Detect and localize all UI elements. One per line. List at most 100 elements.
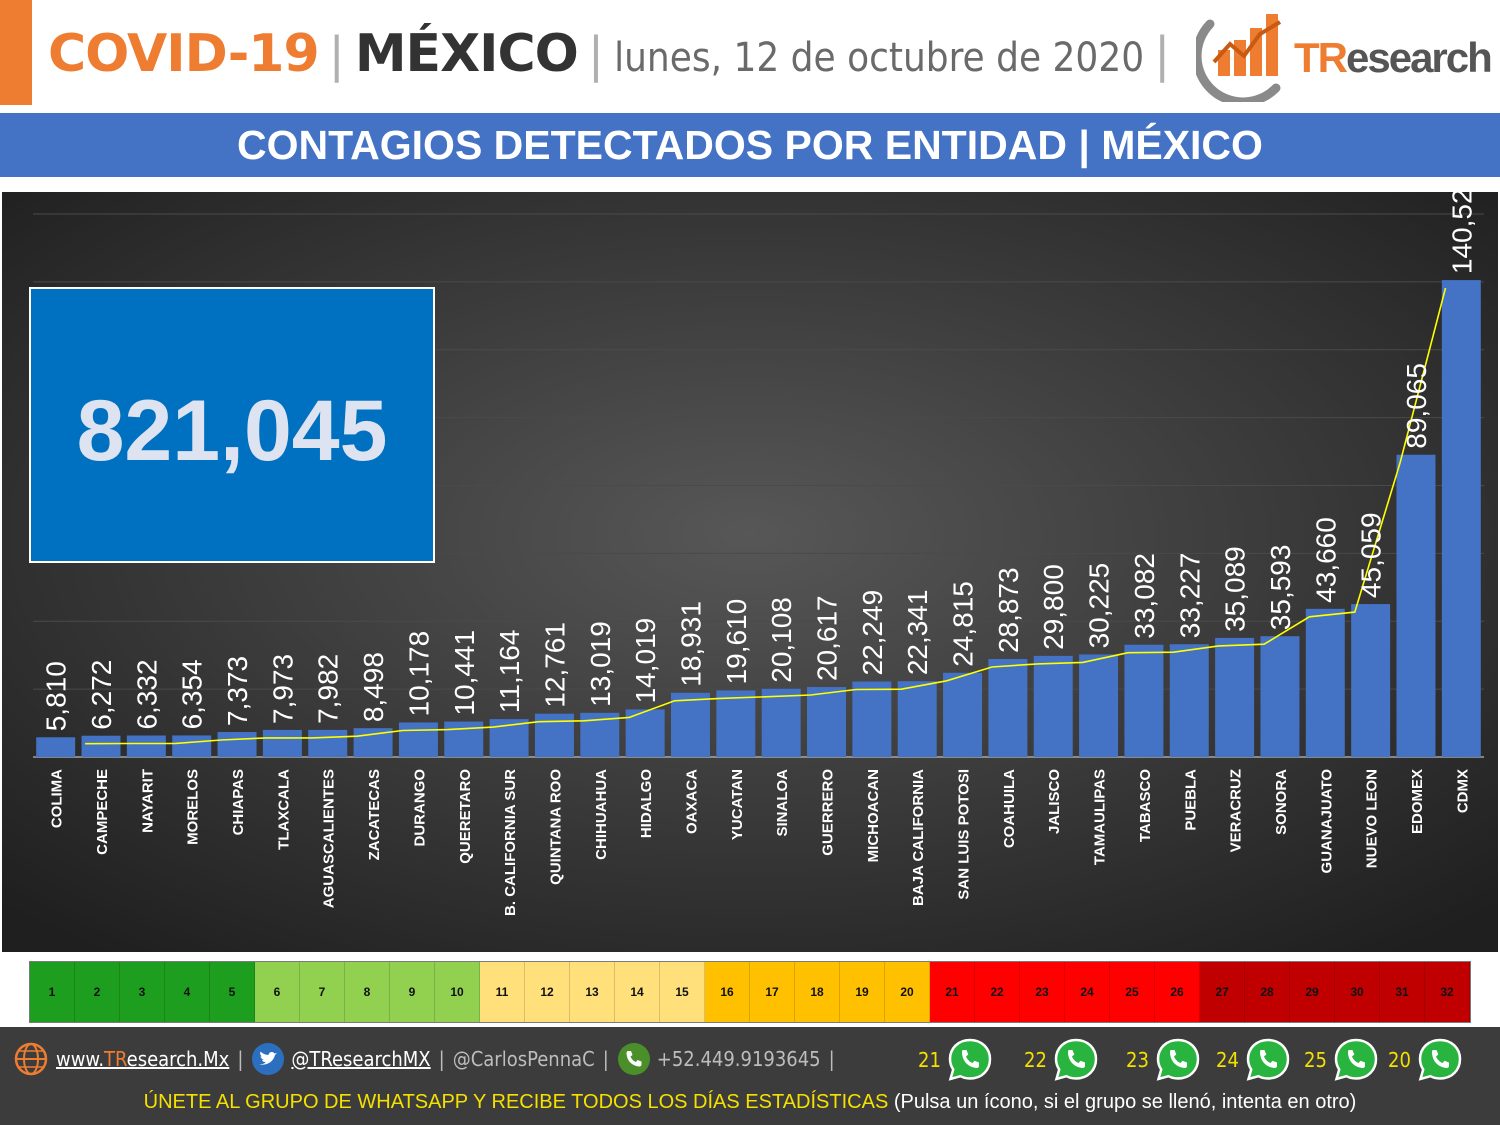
footer-separator: | <box>602 1047 609 1071</box>
footer-separator: | <box>438 1047 445 1071</box>
header: COVID-19 | MÉXICO | lunes, 12 de octubre de … <box>0 0 1500 105</box>
category-label: DURANGO <box>411 769 428 847</box>
section-title-band: CONTAGIOS DETECTADOS POR ENTIDAD | MÉXIC… <box>0 113 1500 177</box>
category-label: B. CALIFORNIA SUR <box>502 769 519 916</box>
cta-main-text: ÚNETE AL GRUPO DE WHATSAPP Y RECIBE TODO… <box>143 1091 889 1113</box>
category-label: TAMAULIPAS <box>1092 769 1109 865</box>
category-label: NAYARIT <box>139 769 156 833</box>
bar-puebla <box>1169 644 1209 757</box>
scale-cell: 24 <box>1065 962 1110 1022</box>
tresearch-logo[interactable]: TResearch <box>1196 4 1496 102</box>
scale-cell: 7 <box>300 962 345 1022</box>
scale-cell: 10 <box>435 962 480 1022</box>
scale-cell: 3 <box>120 962 165 1022</box>
bar-sinaloa <box>761 688 801 757</box>
value-label: 22,341 <box>902 590 933 676</box>
website-link[interactable]: www.TResearch.Mx <box>56 1047 229 1071</box>
category-label: EDOMEX <box>1409 769 1426 834</box>
bar-hidalgo <box>625 709 665 757</box>
whatsapp-group-link[interactable]: 24 <box>1216 1037 1293 1083</box>
scale-cell: 30 <box>1335 962 1380 1022</box>
value-label: 35,593 <box>1265 545 1296 631</box>
logo-text-rest: esearch <box>1346 34 1493 81</box>
whatsapp-group-link[interactable]: 25 <box>1304 1037 1381 1083</box>
whatsapp-group-link[interactable]: 22 <box>1024 1037 1101 1083</box>
title-covid: COVID-19 <box>48 24 320 84</box>
bar-guanajuato <box>1305 608 1345 757</box>
scale-cell: 21 <box>930 962 975 1022</box>
footer-contacts: www.TResearch.Mx | @TResearchMX | @Carlo… <box>14 1041 843 1077</box>
bar-edomex <box>1396 454 1436 757</box>
bar-veracruz <box>1215 637 1255 757</box>
bar-oaxaca <box>670 692 710 757</box>
category-label: TABASCO <box>1137 769 1154 842</box>
bar-durango <box>398 722 438 757</box>
whatsapp-group-link[interactable]: 20 <box>1388 1037 1465 1083</box>
scale-cell: 12 <box>525 962 570 1022</box>
category-label: OAXACA <box>683 769 700 834</box>
bar-tlaxcala <box>262 729 302 757</box>
scale-cell: 19 <box>840 962 885 1022</box>
value-label: 140,525 <box>1446 192 1477 274</box>
category-label: PUEBLA <box>1182 769 1199 831</box>
value-label: 33,082 <box>1129 553 1160 639</box>
total-box <box>29 287 435 563</box>
whatsapp-icon <box>1418 1038 1462 1081</box>
whatsapp-icon <box>1334 1038 1378 1081</box>
header-title: COVID-19 | MÉXICO | lunes, 12 de octubre de … <box>48 14 1180 94</box>
chart-category-labels: COLIMA CAMPECHE NAYARIT MORELOS CHIAPAS TLAXC… <box>49 769 1472 916</box>
scale-cell: 1 <box>30 962 75 1022</box>
scale-cell: 17 <box>750 962 795 1022</box>
value-label: 20,108 <box>766 597 797 683</box>
category-label: CAMPECHE <box>94 769 111 855</box>
footer-separator: | <box>237 1047 244 1071</box>
scale-cell: 29 <box>1290 962 1335 1022</box>
bar-morelos <box>172 735 212 757</box>
total-value: 821,045 <box>77 383 388 479</box>
value-label: 6,354 <box>177 659 208 729</box>
twitter-link[interactable]: @TResearchMX <box>291 1047 431 1071</box>
category-label: AGUASCALIENTES <box>321 769 338 908</box>
value-label: 10,441 <box>449 630 480 716</box>
personal-handle[interactable]: @CarlosPennaC <box>452 1047 595 1071</box>
value-label: 7,373 <box>222 656 253 726</box>
category-label: QUERETARO <box>457 769 474 864</box>
twitter-icon <box>252 1043 285 1075</box>
category-label: HIDALGO <box>638 769 655 838</box>
category-label: CHIHUAHUA <box>593 769 610 860</box>
scale-cell: 13 <box>570 962 615 1022</box>
bar-coahuila <box>988 659 1028 757</box>
website-pre: www. <box>56 1047 105 1071</box>
cta-note-text: (Pulsa un ícono, si el grupo se llenó, i… <box>893 1091 1357 1113</box>
scale-cell: 11 <box>480 962 525 1022</box>
category-label: YUCATAN <box>729 769 746 840</box>
value-label: 28,873 <box>993 567 1024 653</box>
bar-quintana-roo <box>534 713 574 757</box>
phone-number[interactable]: +52.449.9193645 <box>656 1047 821 1071</box>
cases-by-state-chart: 5,810 6,272 6,332 6,354 7,373 7,973 7,982 8,498… <box>2 192 1498 952</box>
bar-tabasco <box>1124 644 1164 757</box>
value-label: 7,982 <box>313 654 344 724</box>
whatsapp-group-link[interactable]: 21 <box>918 1037 995 1083</box>
scale-cell: 16 <box>705 962 750 1022</box>
bar-michoacan <box>852 681 892 757</box>
scale-cell: 28 <box>1245 962 1290 1022</box>
scale-cell: 20 <box>885 962 930 1022</box>
scale-cell: 26 <box>1155 962 1200 1022</box>
bar-san-luis-potosi <box>943 672 983 757</box>
scale-cell: 27 <box>1200 962 1245 1022</box>
value-label: 20,617 <box>812 595 843 681</box>
whatsapp-group-number: 21 <box>918 1048 941 1072</box>
category-label: NUEVO LEON <box>1364 769 1381 868</box>
value-label: 14,019 <box>630 618 661 704</box>
value-label: 45,059 <box>1356 512 1387 598</box>
whatsapp-group-link[interactable]: 23 <box>1126 1037 1203 1083</box>
bar-cdmx <box>1441 280 1481 757</box>
category-label: VERACRUZ <box>1228 769 1245 852</box>
category-label: SONORA <box>1273 769 1290 835</box>
scale-cell: 6 <box>255 962 300 1022</box>
value-label: 6,272 <box>86 660 117 730</box>
footer: www.TResearch.Mx | @TResearchMX | @Carlo… <box>0 1027 1500 1125</box>
scale-cell: 2 <box>75 962 120 1022</box>
scale-cell: 9 <box>390 962 435 1022</box>
